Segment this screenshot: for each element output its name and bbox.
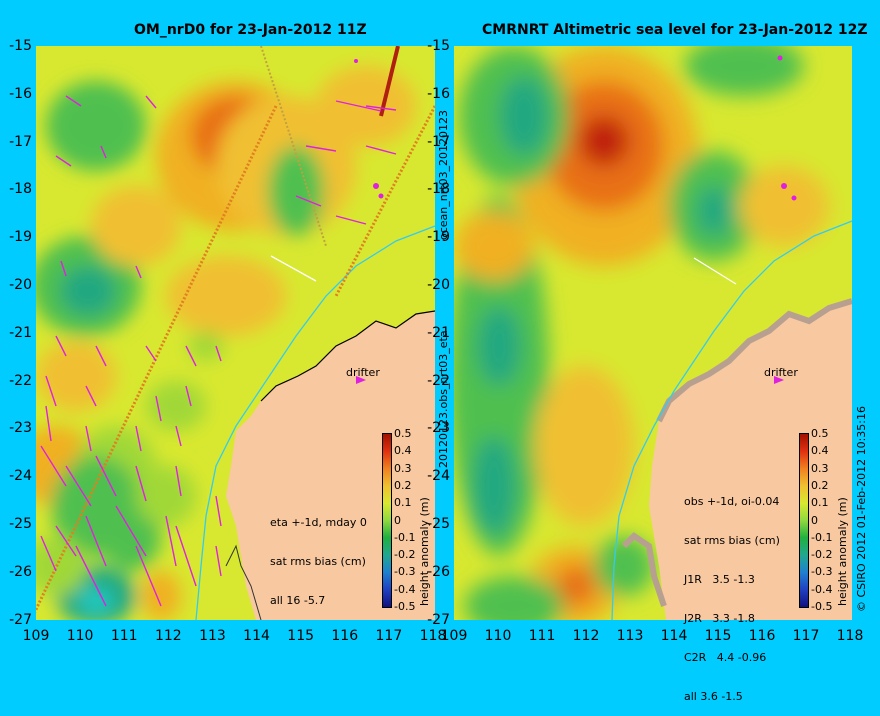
credit-label: © CSIRO 2012 01-Feb-2012 10:35:16 xyxy=(855,406,868,612)
drifter-label-left: drifter xyxy=(346,366,380,379)
right-lon-tick: 118 xyxy=(836,628,864,644)
drifter-marker-right xyxy=(774,376,784,384)
observation-markers xyxy=(774,55,797,384)
left-lon-tick: 116 xyxy=(331,628,359,644)
right-colorbar xyxy=(799,433,809,608)
left-colorbar-title: height anomaly (m) xyxy=(418,497,431,606)
left-colorbar-tick: 0.4 xyxy=(394,444,412,458)
left-colorbar-tick: 0.1 xyxy=(394,496,412,510)
left-stats-line-2: sat rms bias (cm) xyxy=(270,555,366,568)
left-stats-line-1: eta +-1d, mday 0 xyxy=(270,516,367,529)
left-lat-tick: -18 xyxy=(9,181,32,198)
right-colorbar-tick: 0.3 xyxy=(811,461,829,475)
right-stats-line-6: all 3.6 -1.5 xyxy=(684,690,743,703)
right-lat-tick: -23 xyxy=(427,420,450,437)
right-lat-tick: -25 xyxy=(427,516,450,532)
right-lat-tick: -21 xyxy=(427,324,450,341)
left-colorbar-tick: 0 xyxy=(394,513,401,527)
right-stats-line-5: C2R 4.4 -0.96 xyxy=(684,651,767,664)
current-vectors xyxy=(40,59,397,607)
right-colorbar-tick: 0.2 xyxy=(811,478,829,492)
right-colorbar-tick: 0 xyxy=(811,513,818,527)
right-stats-line-4: J2R 3.3 -1.8 xyxy=(684,612,755,625)
left-stats: eta +-1d, mday 0 sat rms bias (cm) all 1… xyxy=(270,490,367,620)
right-title: CMRNRT Altimetric sea level for 23-Jan-2… xyxy=(482,22,868,38)
left-colorbar-tick: 0.3 xyxy=(394,461,412,475)
left-colorbar-tick: 0.5 xyxy=(394,427,412,440)
left-lat-tick: -26 xyxy=(9,563,32,580)
right-lon-tick: 114 xyxy=(660,628,688,644)
left-lat-tick: -20 xyxy=(9,277,32,293)
left-lat-tick: -27 xyxy=(9,611,32,628)
left-lon-tick: 118 xyxy=(419,628,447,644)
right-lat-tick: -18 xyxy=(427,181,450,198)
left-lat-tick: -25 xyxy=(9,516,32,532)
left-title: OM_nrD0 for 23-Jan-2012 11Z xyxy=(134,22,367,38)
right-lon-tick: 112 xyxy=(572,628,600,644)
side-label-bottom: 20120123.obs_nrt03_eta xyxy=(437,330,450,468)
left-lat-tick: -24 xyxy=(9,468,32,485)
left-colorbar-tick: -0.2 xyxy=(394,548,416,562)
left-colorbar-tick: -0.3 xyxy=(394,565,416,579)
left-colorbar-tick: -0.4 xyxy=(394,582,416,596)
left-stats-line-3: all 16 -5.7 xyxy=(270,594,326,607)
right-colorbar-tick: -0.3 xyxy=(811,565,833,579)
right-stats-line-2: sat rms bias (cm) xyxy=(684,534,780,547)
right-colorbar-tick: -0.5 xyxy=(811,600,833,613)
drifter-label-right: drifter xyxy=(764,366,798,379)
right-colorbar-tick: -0.1 xyxy=(811,530,833,544)
left-colorbar-tick: -0.1 xyxy=(394,530,416,544)
right-lon-tick: 113 xyxy=(616,628,644,644)
left-lat-tick: -15 xyxy=(9,38,32,54)
left-lon-tick: 112 xyxy=(154,628,182,644)
right-lat-tick: -26 xyxy=(427,563,450,580)
right-lat-tick: -22 xyxy=(427,372,450,389)
right-lat-tick: -24 xyxy=(427,468,450,485)
right-lat-tick: -19 xyxy=(427,229,450,246)
right-lon-tick: 115 xyxy=(704,628,732,644)
left-lon-tick: 109 xyxy=(22,628,50,644)
left-lat-tick: -21 xyxy=(9,324,32,341)
right-colorbar-tick: -0.4 xyxy=(811,582,833,596)
right-lon-tick: 111 xyxy=(528,628,556,644)
left-colorbar xyxy=(382,433,392,608)
left-colorbar-tick: -0.5 xyxy=(394,600,416,613)
left-lon-tick: 117 xyxy=(375,628,403,644)
left-lon-tick: 110 xyxy=(66,628,94,644)
right-lon-tick: 109 xyxy=(440,628,468,644)
right-lon-tick: 116 xyxy=(748,628,776,644)
right-lat-tick: -17 xyxy=(427,133,450,150)
side-label-top: ocean_nrt03_20120123 xyxy=(437,109,450,240)
right-colorbar-title: height anomaly (m) xyxy=(836,497,849,606)
drifter-marker-left xyxy=(356,376,366,384)
right-colorbar-tick: -0.2 xyxy=(811,548,833,562)
left-lat-tick: -23 xyxy=(9,420,32,437)
right-stats-line-3: J1R 3.5 -1.3 xyxy=(684,573,755,586)
right-lon-tick: 110 xyxy=(484,628,512,644)
right-lat-tick: -20 xyxy=(427,277,450,293)
right-lat-tick: -15 xyxy=(427,38,450,54)
left-lon-tick: 113 xyxy=(199,628,226,644)
right-map xyxy=(454,46,852,620)
right-colorbar-tick: 0.4 xyxy=(811,444,829,458)
right-lat-tick: -27 xyxy=(427,611,450,628)
left-lon-tick: 111 xyxy=(110,628,138,644)
left-lat-tick: -17 xyxy=(9,133,32,150)
right-lat-tick: -16 xyxy=(427,85,450,102)
right-colorbar-tick: 0.5 xyxy=(811,427,829,440)
left-lat-tick: -19 xyxy=(9,229,32,246)
left-colorbar-tick: 0.2 xyxy=(394,478,412,492)
right-colorbar-tick: 0.1 xyxy=(811,496,829,510)
right-stats: obs +-1d, oi-0.04 sat rms bias (cm) J1R … xyxy=(684,469,780,716)
left-lat-tick: -22 xyxy=(9,372,32,389)
right-stats-line-1: obs +-1d, oi-0.04 xyxy=(684,495,780,508)
left-lon-tick: 115 xyxy=(287,628,315,644)
left-lat-tick: -16 xyxy=(9,85,32,102)
left-lon-tick: 114 xyxy=(243,628,270,644)
right-lon-tick: 117 xyxy=(792,628,820,644)
